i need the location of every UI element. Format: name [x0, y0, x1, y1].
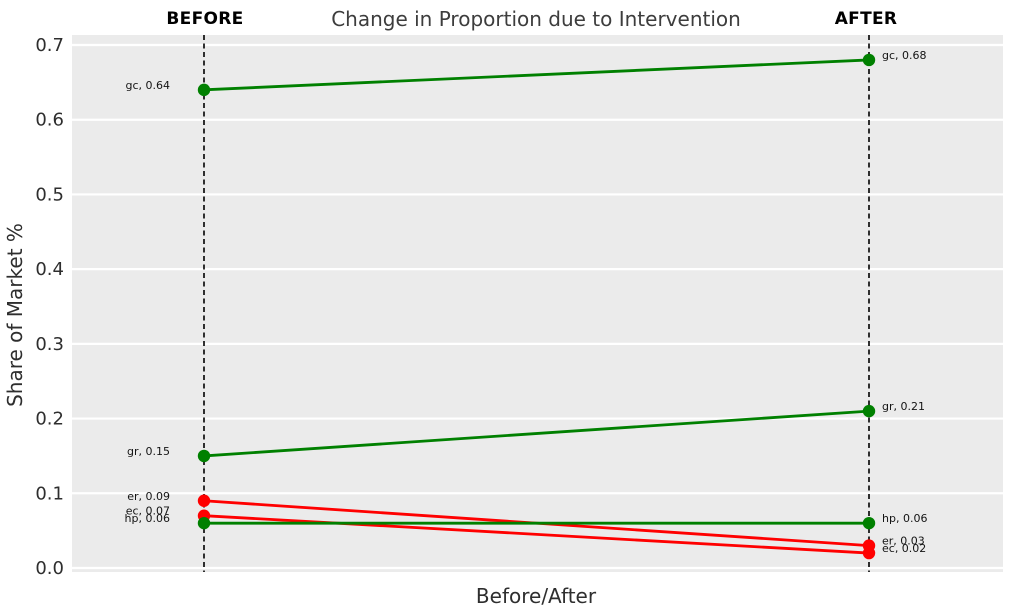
y-tick-label: 0.3 — [35, 334, 64, 355]
column-header-after: AFTER — [834, 9, 898, 29]
y-tick-label: 0.5 — [35, 184, 64, 205]
point-label-gr-after: gr, 0.21 — [882, 400, 925, 413]
point-label-ec-after: ec, 0.02 — [882, 542, 926, 555]
y-tick-label: 0.0 — [35, 558, 64, 579]
point-er-before — [197, 494, 211, 507]
point-label-gr-before: gr, 0.15 — [127, 445, 170, 458]
point-label-hp-after: hp, 0.06 — [882, 512, 927, 525]
point-label-er-before: er, 0.09 — [127, 490, 170, 503]
point-gr-after — [862, 404, 876, 418]
point-label-ec-before: ec, 0.07 — [126, 505, 170, 518]
point-hp-before — [197, 516, 211, 530]
point-gc-after — [862, 53, 876, 67]
y-tick-label: 0.1 — [35, 483, 64, 504]
point-gc-before — [197, 83, 211, 97]
y-tick-label: 0.4 — [35, 259, 64, 280]
series-line-gc — [203, 58, 870, 92]
point-hp-after — [862, 516, 876, 530]
y-axis-label: Share of Market % — [3, 223, 27, 407]
point-label-er-after: er, 0.03 — [882, 535, 925, 548]
y-tick-label: 0.2 — [35, 409, 64, 430]
chart-title: Change in Proportion due to Intervention — [331, 7, 741, 31]
point-label-hp-before: hp, 0.06 — [125, 512, 170, 525]
y-tick-label: 0.6 — [35, 110, 64, 131]
y-tick-label: 0.7 — [35, 35, 64, 56]
point-label-gc-after: gc, 0.68 — [882, 49, 927, 62]
plot-area — [72, 35, 1003, 572]
column-header-before: BEFORE — [166, 9, 244, 29]
x-axis-label: Before/After — [475, 584, 597, 608]
point-gr-before — [197, 449, 211, 463]
point-ec-after — [862, 546, 876, 560]
series-line-gr — [203, 409, 870, 458]
point-label-gc-before: gc, 0.64 — [125, 79, 170, 92]
